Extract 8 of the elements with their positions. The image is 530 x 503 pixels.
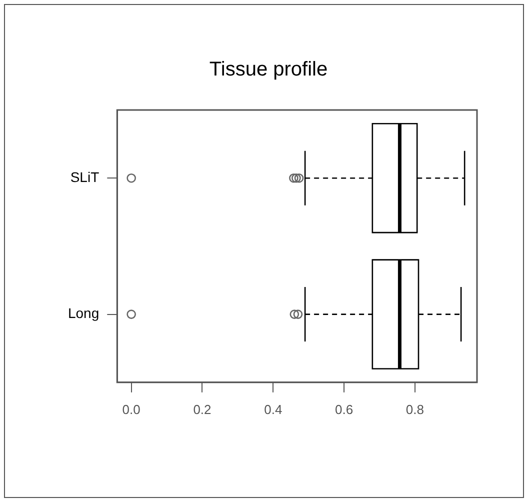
x-tick-label: 0.8 [406, 402, 424, 417]
x-tick-label: 0.6 [335, 402, 354, 417]
x-tick-label: 0.2 [193, 402, 212, 417]
y-tick-label: Long [68, 305, 100, 322]
chart-title: Tissue profile [209, 58, 328, 81]
x-tick-label: 0.4 [264, 402, 282, 417]
y-tick-label: SLiT [70, 168, 100, 185]
x-tick-label: 0.0 [122, 402, 140, 417]
